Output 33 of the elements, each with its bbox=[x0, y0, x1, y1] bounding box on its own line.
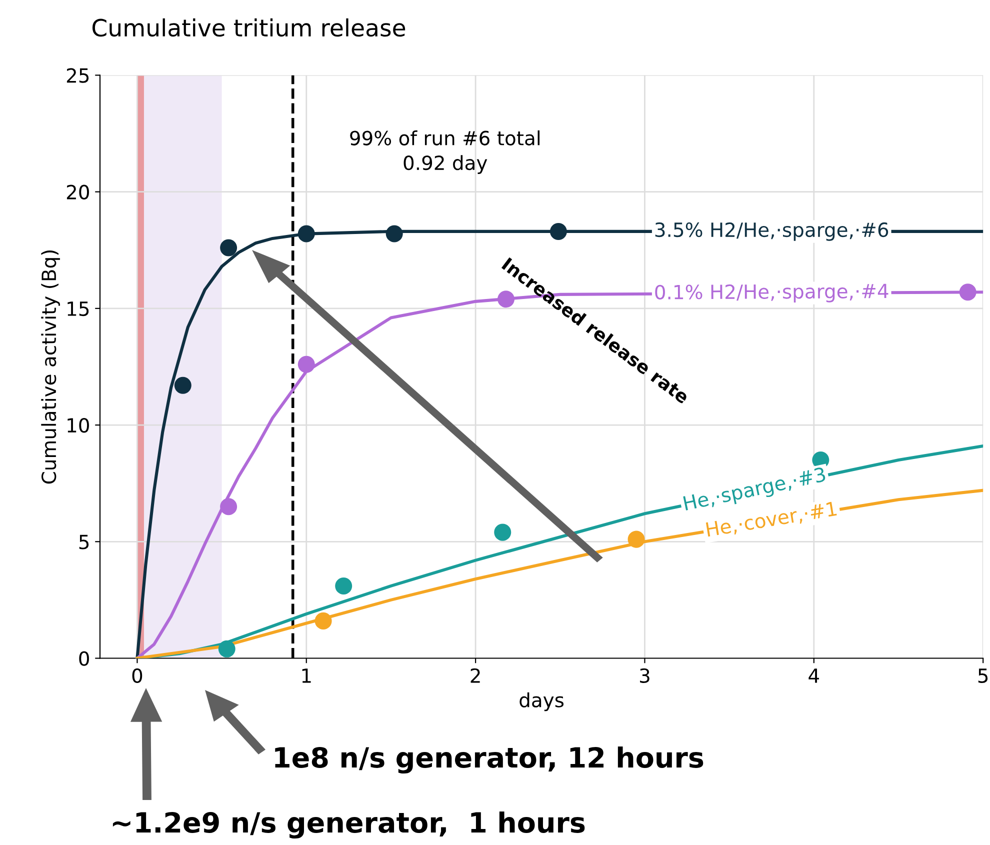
y-tick-label: 0 bbox=[79, 651, 89, 666]
point bbox=[174, 376, 192, 394]
y-tick-label: 5 bbox=[79, 534, 89, 550]
y-tick-label: 15 bbox=[68, 302, 89, 316]
ref-line-label: 99% of run #6 total 0.92 day bbox=[350, 130, 540, 174]
point bbox=[494, 524, 512, 541]
point bbox=[314, 612, 332, 630]
x-tick-label: 0 bbox=[132, 668, 142, 684]
point bbox=[628, 530, 645, 548]
chart-title: Cumulative tritium release bbox=[92, 18, 406, 37]
point bbox=[220, 498, 238, 516]
series-label: 0.1% H2/He,·sparge,·#4 bbox=[655, 284, 888, 304]
y-tick-label: 25 bbox=[66, 68, 89, 83]
text: ~1.2e9 n/s generator, 1 hours bbox=[112, 811, 585, 839]
point bbox=[335, 577, 352, 594]
x-axis-title: days bbox=[520, 692, 564, 712]
point bbox=[298, 356, 315, 373]
x-tick-label: 1 bbox=[302, 668, 311, 683]
point bbox=[959, 284, 976, 301]
point bbox=[218, 640, 236, 658]
text: 1e8 n/s generator, 12 hours bbox=[275, 746, 704, 774]
y-axis-title: Cumulative activity (Bq) bbox=[41, 250, 60, 484]
point bbox=[220, 239, 238, 256]
point bbox=[550, 222, 567, 240]
point bbox=[386, 225, 403, 242]
x-tick-label: 5 bbox=[978, 668, 988, 684]
x-tick-label: 2 bbox=[470, 668, 480, 683]
x-tick-label: 4 bbox=[808, 668, 819, 683]
series-label: 3.5% H2/He,·sparge,·#6 bbox=[655, 222, 888, 241]
y-tick-label: 10 bbox=[68, 418, 89, 433]
point bbox=[298, 225, 315, 242]
x-tick-label: 3 bbox=[640, 668, 650, 684]
y-tick-label: 20 bbox=[66, 184, 89, 200]
